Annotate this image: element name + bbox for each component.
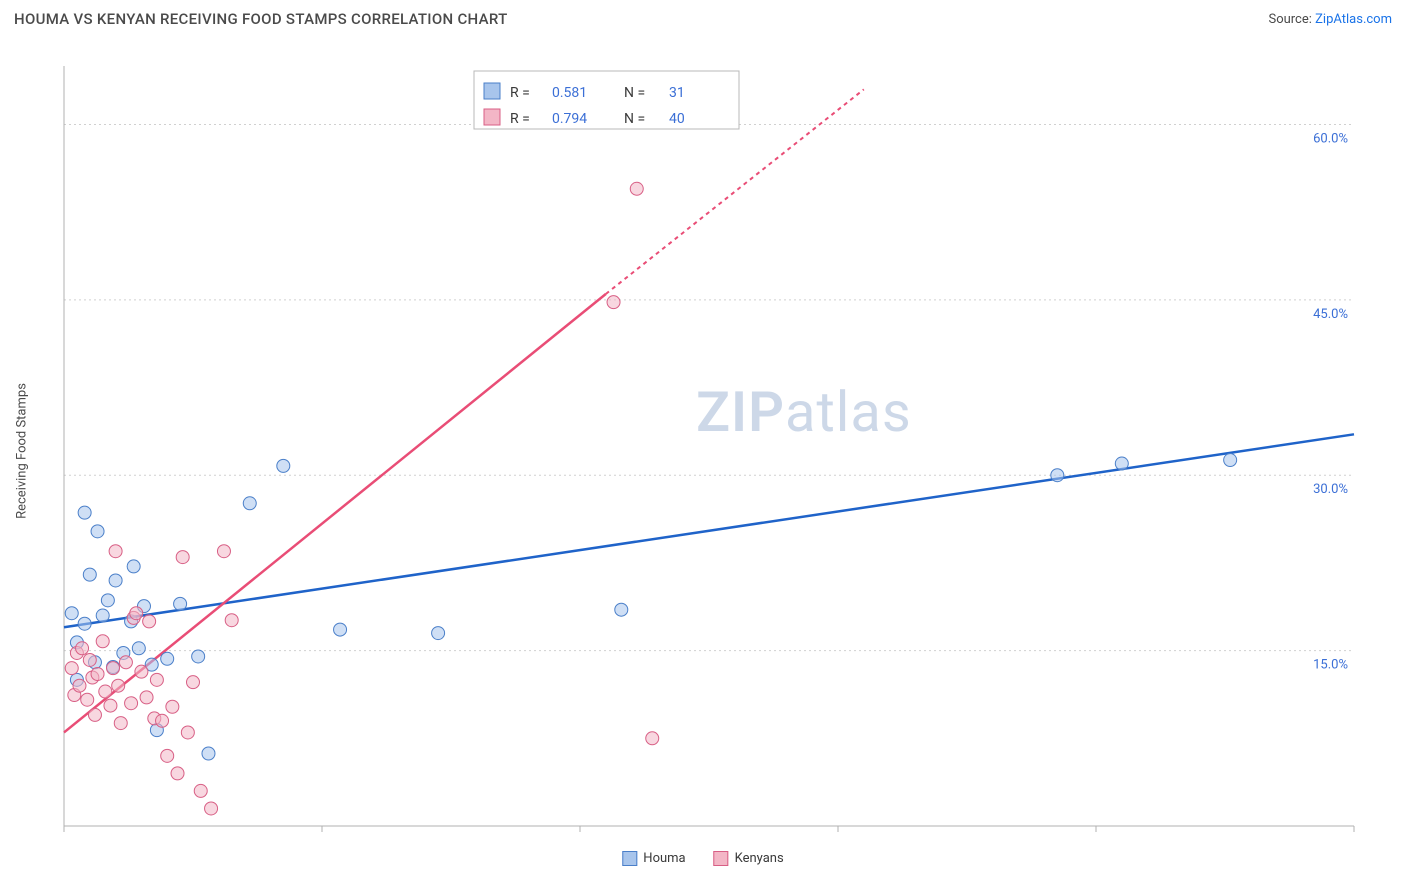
stats-swatch-kenyans: [484, 109, 500, 125]
legend-swatch-houma: [622, 851, 637, 866]
y-axis-label: Receiving Food Stamps: [15, 383, 30, 519]
point-houma: [65, 607, 78, 620]
point-kenyans: [150, 673, 163, 686]
point-houma: [432, 627, 445, 640]
legend-item-houma: Houma: [622, 851, 685, 866]
point-kenyans: [630, 182, 643, 195]
legend-swatch-kenyans: [714, 851, 729, 866]
point-kenyans: [76, 642, 89, 655]
legend-label-kenyans: Kenyans: [735, 851, 784, 866]
scatter-chart: 15.0%30.0%45.0%60.0%0.0%50.0%ZIPatlasR =…: [14, 36, 1392, 836]
point-kenyans: [112, 679, 125, 692]
chart-area: Receiving Food Stamps 15.0% 30.0% 45.0% 60.…: [14, 36, 1392, 866]
point-kenyans: [140, 691, 153, 704]
point-kenyans: [109, 545, 122, 558]
legend-label-houma: Houma: [643, 851, 685, 866]
stats-r-houma: 0.581: [552, 85, 587, 101]
stats-n-label: N =: [624, 85, 645, 101]
point-kenyans: [646, 732, 659, 745]
source-link[interactable]: ZipAtlas.com: [1315, 12, 1392, 27]
point-houma: [83, 568, 96, 581]
stats-n-label: N =: [624, 111, 645, 127]
y-tick-label: 30.0%: [1313, 482, 1348, 497]
point-houma: [109, 574, 122, 587]
point-houma: [91, 525, 104, 538]
point-houma: [243, 497, 256, 510]
point-kenyans: [130, 607, 143, 620]
point-kenyans: [114, 717, 127, 730]
point-kenyans: [225, 614, 238, 627]
point-kenyans: [166, 700, 179, 713]
point-kenyans: [83, 653, 96, 666]
point-houma: [78, 506, 91, 519]
point-houma: [161, 652, 174, 665]
point-kenyans: [107, 662, 120, 675]
point-houma: [174, 597, 187, 610]
point-kenyans: [176, 551, 189, 564]
point-houma: [96, 609, 109, 622]
chart-title: HOUMA VS KENYAN RECEIVING FOOD STAMPS CO…: [14, 10, 508, 28]
stats-r-label: R =: [510, 85, 530, 101]
legend-item-kenyans: Kenyans: [714, 851, 784, 866]
point-kenyans: [96, 635, 109, 648]
point-kenyans: [143, 615, 156, 628]
stats-r-kenyans: 0.794: [552, 111, 587, 127]
point-kenyans: [194, 784, 207, 797]
stats-n-houma: 31: [669, 85, 685, 101]
point-kenyans: [99, 685, 112, 698]
point-kenyans: [205, 802, 218, 815]
point-kenyans: [171, 767, 184, 780]
point-kenyans: [88, 708, 101, 721]
source-label: Source:: [1268, 12, 1315, 27]
point-houma: [202, 747, 215, 760]
point-kenyans: [73, 679, 86, 692]
point-kenyans: [104, 699, 117, 712]
point-kenyans: [65, 662, 78, 675]
chart-container: HOUMA VS KENYAN RECEIVING FOOD STAMPS CO…: [0, 0, 1406, 892]
source-attribution: Source: ZipAtlas.com: [1268, 12, 1392, 27]
point-kenyans: [161, 749, 174, 762]
point-houma: [192, 650, 205, 663]
stats-n-kenyans: 40: [669, 111, 685, 127]
point-houma: [277, 459, 290, 472]
point-kenyans: [156, 714, 169, 727]
y-tick-label: 60.0%: [1313, 131, 1348, 146]
point-houma: [127, 560, 140, 573]
point-kenyans: [135, 665, 148, 678]
point-houma: [334, 623, 347, 636]
point-houma: [1224, 454, 1237, 467]
point-kenyans: [119, 656, 132, 669]
bottom-legend: Houma Kenyans: [622, 851, 783, 866]
point-houma: [1115, 457, 1128, 470]
point-kenyans: [125, 697, 138, 710]
point-houma: [1051, 469, 1064, 482]
point-houma: [615, 603, 628, 616]
point-kenyans: [181, 726, 194, 739]
point-kenyans: [81, 693, 94, 706]
point-kenyans: [607, 296, 620, 309]
stats-r-label: R =: [510, 111, 530, 127]
y-tick-label: 15.0%: [1313, 658, 1348, 673]
header: HOUMA VS KENYAN RECEIVING FOOD STAMPS CO…: [14, 10, 1392, 28]
point-kenyans: [217, 545, 230, 558]
point-houma: [101, 594, 114, 607]
trend-line-houma: [64, 434, 1354, 627]
point-houma: [78, 617, 91, 630]
stats-swatch-houma: [484, 83, 500, 99]
point-houma: [132, 642, 145, 655]
point-kenyans: [187, 676, 200, 689]
watermark: ZIPatlas: [696, 379, 912, 445]
point-kenyans: [91, 668, 104, 681]
y-tick-label: 45.0%: [1313, 307, 1348, 322]
